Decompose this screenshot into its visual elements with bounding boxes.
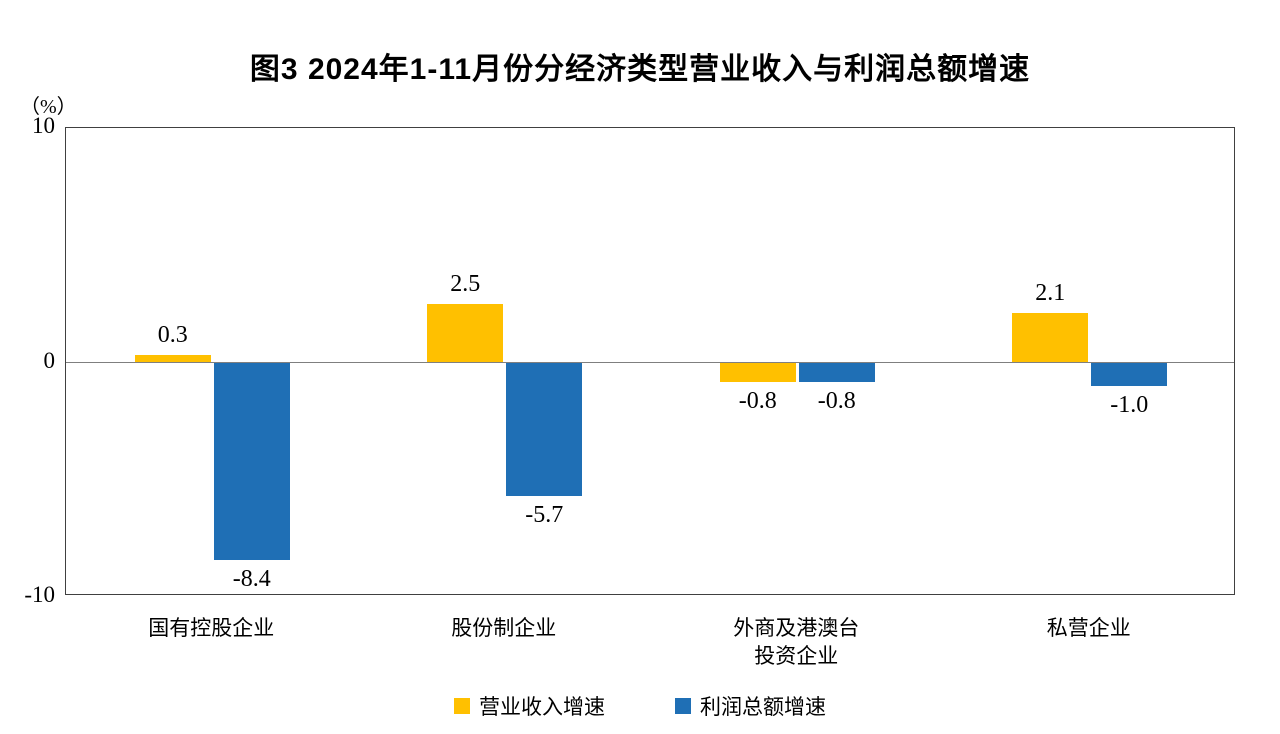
bar-revenue-2: [719, 363, 796, 382]
x-axis-category-label-2: 外商及港澳台 投资企业: [733, 616, 860, 669]
chart-title: 图3 2024年1-11月份分经济类型营业收入与利润总额增速: [249, 53, 1031, 86]
bar-value-label-profit-0: -8.4: [232, 565, 271, 592]
bar-value-label-revenue-1: 2.5: [450, 270, 481, 297]
zero-axis-line: [66, 362, 1234, 363]
bar-profit-0: [213, 363, 290, 560]
bar-profit-3: [1091, 363, 1168, 387]
bar-value-label-profit-3: -1.0: [1110, 392, 1149, 419]
x-axis-category-label-3: 私营企业: [1046, 616, 1131, 640]
y-tick-neg10: -10: [24, 582, 55, 607]
y-tick-0: 0: [43, 348, 56, 373]
bar-value-label-profit-2: -0.8: [817, 387, 856, 414]
legend-label-revenue: 营业收入增速: [479, 695, 605, 719]
bar-revenue-0: [134, 354, 211, 362]
bar-value-label-revenue-3: 2.1: [1035, 279, 1066, 306]
bar-value-label-profit-1: -5.7: [525, 502, 564, 529]
bar-value-label-revenue-0: 0.3: [157, 321, 188, 348]
bar-value-label-revenue-2: -0.8: [738, 387, 777, 414]
bar-revenue-1: [427, 303, 504, 362]
legend-swatch-revenue-icon: [454, 698, 470, 714]
legend-item-revenue: 营业收入增速: [454, 691, 605, 721]
legend: 营业收入增速 利润总额增速: [0, 691, 1280, 721]
bar-profit-2: [798, 363, 875, 382]
x-axis-category-label-1: 股份制企业: [451, 616, 557, 640]
legend-item-profit: 利润总额增速: [675, 691, 826, 721]
y-tick-10: 10: [32, 113, 55, 138]
legend-label-profit: 利润总额增速: [700, 695, 826, 719]
plot-area: 0.3 -8.4 2.5 -5.7 -0.8 -0.8 2.1 -1.0: [65, 127, 1235, 595]
y-axis-unit-label: （%）: [20, 96, 77, 118]
bar-revenue-3: [1012, 312, 1089, 362]
x-axis-category-label-0: 国有控股企业: [148, 616, 275, 640]
bar-profit-1: [506, 363, 583, 497]
legend-swatch-profit-icon: [675, 698, 691, 714]
